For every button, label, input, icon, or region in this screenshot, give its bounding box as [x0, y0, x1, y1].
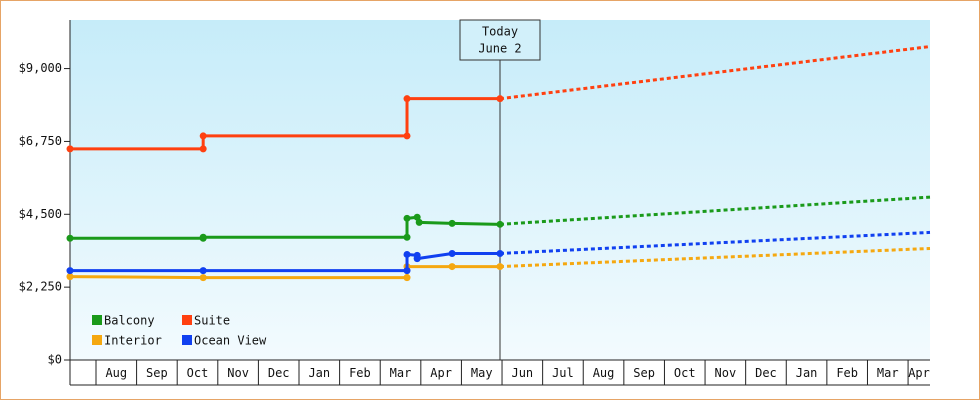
y-tick-label: $2,250 [19, 280, 62, 294]
legend-label: Balcony [104, 314, 155, 328]
point [199, 233, 207, 241]
today-box [459, 19, 541, 61]
point [496, 220, 504, 228]
point [66, 273, 74, 281]
legend-label: Interior [104, 334, 162, 348]
today-label: Today [482, 25, 518, 39]
point [66, 234, 74, 242]
x-tick-label: Mar [390, 366, 412, 380]
point [403, 233, 411, 241]
point [448, 219, 456, 227]
point [496, 249, 504, 257]
legend-label: Suite [194, 314, 230, 328]
series-line [70, 97, 500, 151]
x-tick-label: Dec [755, 366, 777, 380]
point [403, 250, 411, 258]
x-tick-label: Aug [593, 366, 615, 380]
legend-swatch [92, 335, 102, 345]
point [66, 267, 74, 275]
point [403, 274, 411, 282]
point [403, 267, 411, 275]
projection-line [499, 246, 931, 269]
point [496, 95, 504, 103]
x-tick-label: Oct [674, 366, 696, 380]
legend-swatch [92, 315, 102, 325]
point [66, 145, 74, 153]
x-tick-label: Jul [552, 366, 574, 380]
x-tick-label: Jun [511, 366, 533, 380]
projection-line [499, 195, 931, 226]
y-tick-label: $0 [48, 353, 62, 367]
x-tick-label: Jan [308, 366, 330, 380]
point [448, 249, 456, 257]
x-tick-label: Mar [877, 366, 899, 380]
legend-swatch [182, 335, 192, 345]
x-tick-label: May [471, 366, 493, 380]
x-tick-label: Sep [633, 366, 655, 380]
x-tick-label: Dec [268, 366, 290, 380]
point [413, 255, 421, 263]
point [415, 218, 423, 226]
point [403, 95, 411, 103]
y-tick-label: $9,000 [19, 61, 62, 75]
x-tick-label: Jan [796, 366, 818, 380]
projection-line [499, 230, 931, 255]
x-tick-label: Nov [227, 366, 249, 380]
x-tick-label: Sep [146, 366, 168, 380]
x-tick-label: Oct [187, 366, 209, 380]
today-label: June 2 [478, 42, 521, 56]
point [199, 274, 207, 282]
point [199, 267, 207, 275]
x-tick-label: Nov [715, 366, 737, 380]
x-tick-label: Feb [836, 366, 858, 380]
x-tick-label: Apr [908, 366, 930, 380]
legend-swatch [182, 315, 192, 325]
y-tick-label: $4,500 [19, 207, 62, 221]
point [496, 263, 504, 271]
series-line [70, 251, 500, 273]
y-tick-label: $6,750 [19, 134, 62, 148]
point [199, 145, 207, 153]
x-tick-label: Feb [349, 366, 371, 380]
projection-line [499, 45, 931, 101]
x-tick-label: Aug [105, 366, 127, 380]
x-tick-label: Apr [430, 366, 452, 380]
point [448, 263, 456, 271]
point [199, 132, 207, 140]
point [403, 132, 411, 140]
point [403, 214, 411, 222]
legend-label: Ocean View [194, 334, 267, 348]
